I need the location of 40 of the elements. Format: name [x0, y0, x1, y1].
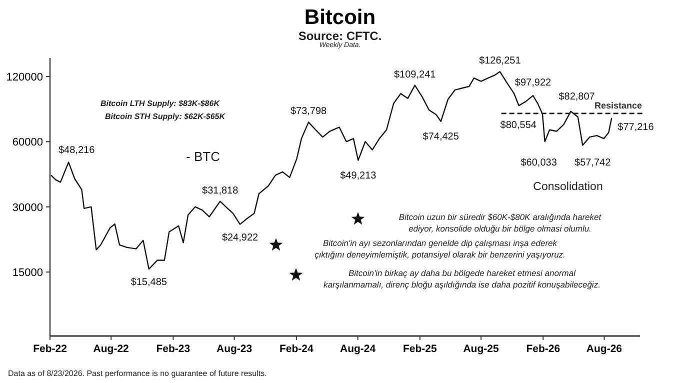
annotation: Consolidation	[533, 181, 603, 193]
chart-title: Bitcoin	[304, 6, 376, 29]
y-tick-label: 120000	[6, 71, 43, 84]
annotation: $74,425	[422, 131, 460, 142]
annotation: $97,922	[514, 78, 552, 89]
x-tick-label: Feb-22	[33, 343, 68, 355]
annotation: $31,818	[202, 185, 239, 196]
x-tick-label: Feb-25	[403, 343, 438, 355]
annotation: Bitcoin'in birkaç ay daha bu bölgede hareket etmesi anormal karşılanmamalı, direnç bloğu aşıldığında ise daha pozitif konuşabileceğiz.	[324, 268, 600, 290]
annotation: Bitcoin uzun bir süredir $60K-$80K aralığında hareket ediyor, konsolide olduğu bir bölge olmasi olumlu.	[398, 212, 602, 234]
annotation: $49,213	[340, 170, 377, 182]
annotation: $15,485	[130, 277, 168, 288]
y-tick-label: 60000	[12, 136, 43, 149]
annotation: $126,251	[479, 56, 522, 67]
x-tick-label: Feb-26	[526, 343, 560, 355]
x-tick-label: Aug-26	[586, 343, 622, 355]
x-tick-label: Aug-22	[93, 343, 130, 355]
annotation: $80,554	[500, 120, 537, 131]
annotation: $73,798	[290, 106, 328, 118]
x-tick-label: Feb-23	[156, 343, 190, 355]
annotation: $60,033	[520, 158, 558, 169]
annotation: $48,216	[58, 145, 96, 156]
x-tick-label: Aug-23	[216, 343, 252, 355]
annotation: Bitcoin'in ayı sezonlarından genelde dip çalışması inşa ederek çıktığını deneyimlemiştik, potansiyel olarak bir benzerini yaşıyoruz.	[314, 238, 566, 260]
annotation: $109,241	[394, 69, 436, 80]
text: Data as of 8/23/2026. Past performance is no guarantee of future results.	[8, 369, 267, 378]
ref-line-label: Resistance	[594, 100, 642, 110]
x-tick-label: Feb-24	[279, 343, 314, 355]
annotation: Bitcoin LTH Supply: $83K-$86K	[100, 99, 221, 108]
annotation: $57,742	[574, 157, 612, 168]
x-tick-label: Aug-25	[463, 343, 499, 355]
y-tick-label: 30000	[12, 202, 43, 214]
x-tick-label: Aug-24	[340, 343, 376, 355]
annotation: - BTC	[186, 149, 220, 164]
annotation: $82,807	[558, 91, 596, 102]
annotation: $24,922	[222, 232, 259, 244]
y-tick-label: 15000	[12, 267, 43, 280]
annotation: $77,216	[618, 122, 654, 133]
annotation: Bitcoin STH Supply: $62K-$65K	[104, 112, 226, 121]
chart-subtitle: Source: CFTC.	[298, 29, 382, 43]
